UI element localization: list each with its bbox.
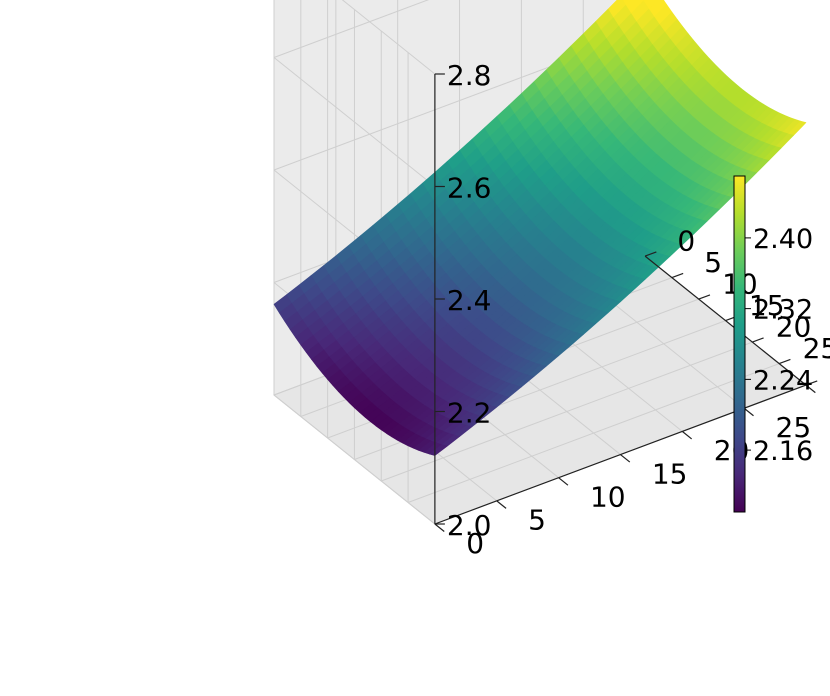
z-axis: 2.0 2.2 2.4 2.6 2.8	[434, 59, 492, 542]
y-axis: 051015202530	[434, 384, 816, 560]
x-tick	[778, 358, 791, 365]
y-tick-label: 15	[652, 457, 688, 490]
x-tick	[805, 380, 818, 386]
y-tick	[558, 477, 569, 486]
y-tick	[620, 454, 631, 463]
y-tick-label: 25	[776, 411, 812, 444]
colorbar-tick-label: 2.16	[753, 436, 813, 467]
surface-plot	[273, 0, 807, 456]
gridline-z-right	[273, 0, 430, 58]
y-tick	[743, 407, 754, 417]
y-tick	[496, 500, 507, 509]
y-tick-label: 0	[466, 527, 484, 560]
x-tick	[644, 251, 657, 257]
x-tick-label: 20	[776, 311, 812, 344]
x-tick-label: 15	[749, 289, 785, 322]
y-tick	[805, 384, 816, 394]
y-tick	[681, 430, 693, 440]
z-tick-label: 2.2	[447, 397, 492, 430]
y-tick-label: 5	[528, 504, 546, 537]
x-axis: 051015202530	[644, 225, 830, 387]
z-tick-label: 2.8	[447, 59, 492, 92]
y-tick-label: 10	[590, 480, 626, 513]
z-tick-label: 2.4	[447, 284, 492, 317]
x-tick	[698, 294, 711, 300]
gridline-z-left	[341, 0, 436, 75]
x-tick	[671, 272, 684, 279]
surface-facet	[429, 444, 448, 456]
gridline-z-left	[273, 394, 436, 525]
x-tick-label: 25	[803, 332, 830, 365]
z-tick-label: 2.6	[447, 172, 492, 205]
z-tick-label: 2.0	[447, 509, 492, 542]
colorbar-gradient	[733, 175, 746, 513]
x-tick	[752, 337, 764, 343]
colorbar-tick-label: 2.32	[753, 295, 813, 326]
colorbar-tick-label: 2.24	[753, 365, 813, 396]
colorbar-tick-label: 2.40	[753, 224, 813, 255]
x-tick-label: 0	[677, 225, 695, 258]
gridline-z-left	[273, 57, 436, 187]
colorbar: 2.16 2.24 2.32 2.40	[733, 175, 813, 513]
y-tick	[434, 523, 445, 532]
x-tick-label: 5	[704, 246, 722, 279]
